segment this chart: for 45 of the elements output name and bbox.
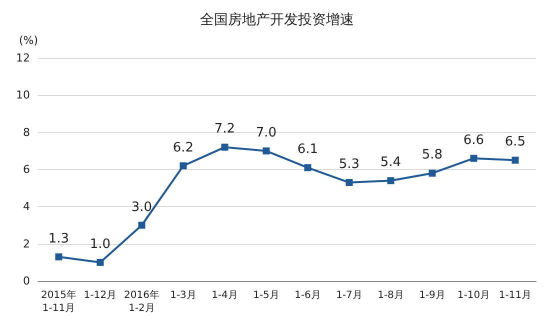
y-tick-label: 2: [23, 237, 30, 250]
x-tick-label: 2015年 1-11月: [41, 289, 76, 314]
point: [387, 177, 394, 184]
x-tick-label: 1-3月: [170, 290, 196, 301]
point: [221, 144, 228, 151]
data-label: 6.1: [297, 142, 318, 158]
data-label: 1.3: [48, 231, 70, 246]
y-axis-title: (%): [18, 34, 38, 47]
data-label: 5.4: [380, 155, 402, 170]
data-label: 6.6: [463, 132, 484, 148]
data-label: 5.3: [338, 157, 360, 172]
y-tick-label: 4: [23, 200, 30, 214]
y-tick-label: 8: [23, 126, 30, 139]
y-tick-label: 6: [23, 163, 30, 176]
data-label: 7.2: [214, 122, 236, 137]
point: [138, 222, 146, 229]
y-tick-label: 12: [16, 52, 30, 64]
x-tick-label: 1-8月: [378, 290, 404, 301]
point: [96, 258, 104, 266]
x-tick-label: 1-6月: [294, 290, 321, 301]
point: [470, 154, 478, 162]
point: [55, 253, 62, 260]
x-tick-label: 1-4月: [212, 290, 238, 301]
point: [304, 164, 312, 172]
data-label: 3.0: [131, 200, 152, 215]
y-tick-label: 0: [23, 274, 30, 288]
x-tick-label: 2016年 1-2月: [124, 289, 160, 314]
x-tick-label: 1-7月: [336, 290, 362, 301]
x-tick-label: 1-9月: [419, 290, 446, 301]
x-tick-label: 1-5月: [253, 290, 280, 301]
data-label: 6.5: [504, 134, 526, 150]
point: [262, 147, 270, 154]
data-label: 1.0: [90, 236, 111, 252]
data-label: 6.2: [172, 140, 194, 156]
data-label: 5.8: [422, 148, 443, 163]
y-tick-label: 10: [16, 88, 30, 102]
x-tick-label: 1-10月: [457, 290, 490, 301]
point: [180, 162, 187, 170]
x-tick-label: 1-11月: [498, 290, 532, 301]
point: [428, 170, 436, 177]
data-label: 7.0: [256, 125, 277, 140]
chart-title: 全国房地产开发投资增速: [200, 12, 354, 28]
x-tick-label: 1-12月: [84, 290, 117, 301]
point: [512, 156, 519, 164]
point: [346, 179, 353, 186]
